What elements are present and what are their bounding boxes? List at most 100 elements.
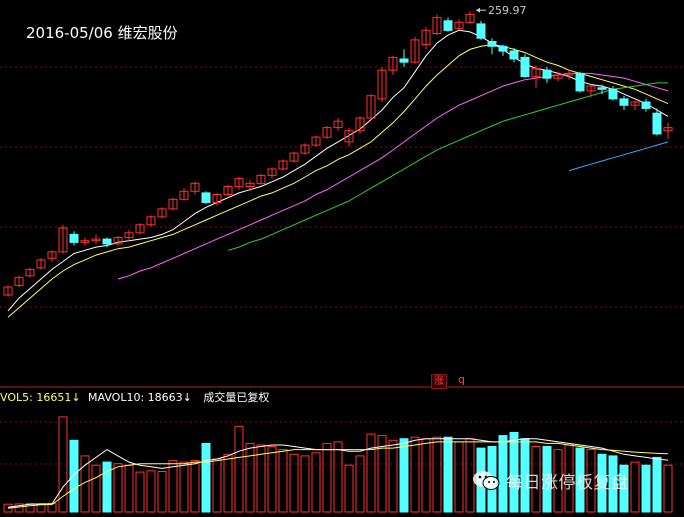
volume-bar <box>278 449 288 513</box>
candle-up <box>322 127 332 138</box>
volume-bar <box>289 453 299 513</box>
wechat-icon <box>473 471 500 490</box>
candle-up <box>267 168 277 176</box>
candle-up <box>113 237 123 245</box>
ma-line-ma10 <box>7 44 669 318</box>
candle-down <box>641 101 651 109</box>
candle-up <box>135 224 145 234</box>
volume-bar <box>223 453 233 513</box>
volume-bar <box>124 464 134 513</box>
price-panel: 259.97 <box>3 4 673 318</box>
volume-bar <box>553 449 563 513</box>
candle-up <box>25 268 35 277</box>
candle-up <box>465 13 475 23</box>
volume-bar <box>542 446 552 513</box>
q-marker[interactable]: q <box>458 373 465 386</box>
volume-bar <box>366 433 376 513</box>
candle-up <box>421 29 431 46</box>
candle-up <box>553 74 563 79</box>
ma-line-ma30 <box>227 82 668 251</box>
volume-bar <box>608 455 618 513</box>
volume-bar <box>410 436 420 513</box>
candle-up <box>91 238 101 242</box>
candle-up <box>300 144 310 154</box>
down-arrow-icon: ↓ <box>71 391 81 404</box>
candle-up <box>256 174 266 184</box>
volume-bar <box>58 416 68 513</box>
volume-bar <box>168 460 178 513</box>
volume-bar <box>586 449 596 513</box>
candle-up <box>663 127 673 132</box>
candle-up <box>36 259 46 269</box>
candle-down <box>608 88 618 100</box>
volume-bar <box>619 464 629 513</box>
volume-bar <box>322 442 332 513</box>
mavol5-label: VOL5: 16651 <box>0 391 72 404</box>
volume-bar <box>344 464 354 513</box>
candle-down <box>652 112 662 135</box>
candle-down <box>619 98 629 106</box>
volume-bar <box>509 432 519 513</box>
volume-bar <box>80 455 90 513</box>
volume-bar <box>498 435 508 513</box>
volume-bar <box>333 441 343 513</box>
candle-up <box>377 69 387 100</box>
volume-bar <box>135 471 145 513</box>
volume-bar <box>91 464 101 513</box>
candle-down <box>575 72 585 92</box>
volume-bar <box>146 470 156 513</box>
volume-bar <box>190 460 200 513</box>
candle-up <box>388 56 398 71</box>
watermark-text: 每日涨停板复盘 <box>506 472 629 493</box>
volume-bar <box>641 464 651 513</box>
volume-bar <box>454 441 464 513</box>
candle-up <box>234 178 244 188</box>
volume-bar <box>25 503 35 513</box>
volume-bar <box>399 438 409 513</box>
volume-bar <box>377 435 387 513</box>
candle-up <box>124 232 134 239</box>
volume-bar <box>575 447 585 513</box>
volume-bar <box>102 461 112 513</box>
volume-legend: VOL5: 16651↓ MAVOL10: 18663↓ 成交量已复权 <box>0 391 269 405</box>
candle-down <box>520 56 530 78</box>
limit-up-badge[interactable]: 涨 <box>431 374 447 389</box>
max-price-label: 259.97 <box>488 4 527 17</box>
candle-up <box>311 136 321 146</box>
candle-down <box>399 58 409 63</box>
candle-down <box>443 20 453 31</box>
volume-bar <box>388 439 398 513</box>
candle-up <box>586 85 596 92</box>
candle-up <box>344 130 354 143</box>
candle-down <box>102 238 112 245</box>
volume-bar <box>113 463 123 513</box>
candle-up <box>245 182 255 188</box>
chart-title: 2016-05/06 维宏股份 <box>26 24 178 42</box>
max-price-arrow-icon <box>476 7 480 13</box>
ma-line-ma20 <box>117 72 669 280</box>
volume-bar <box>443 436 453 513</box>
candle-up <box>146 216 156 226</box>
watermark: 每日涨停板复盘 <box>472 466 629 494</box>
candle-up <box>58 227 68 253</box>
candle-up <box>190 182 200 192</box>
candle-down <box>69 233 79 243</box>
mavol10-line <box>7 441 669 509</box>
candle-up <box>80 240 90 243</box>
volume-bar <box>311 452 321 513</box>
candle-down <box>542 69 552 79</box>
candle-up <box>333 120 343 129</box>
candle-up <box>564 72 574 76</box>
candle-down <box>597 87 607 90</box>
volume-adjusted-note: 成交量已复权 <box>203 391 270 404</box>
mavol10-label: MAVOL10: 18663 <box>88 391 183 404</box>
candle-up <box>212 194 222 203</box>
candle-up <box>366 95 376 119</box>
volume-bar <box>597 453 607 513</box>
candle-up <box>630 101 640 106</box>
volume-bar <box>630 461 640 513</box>
candle-up <box>454 21 464 30</box>
candle-up <box>432 17 442 34</box>
volume-bar <box>663 464 673 513</box>
